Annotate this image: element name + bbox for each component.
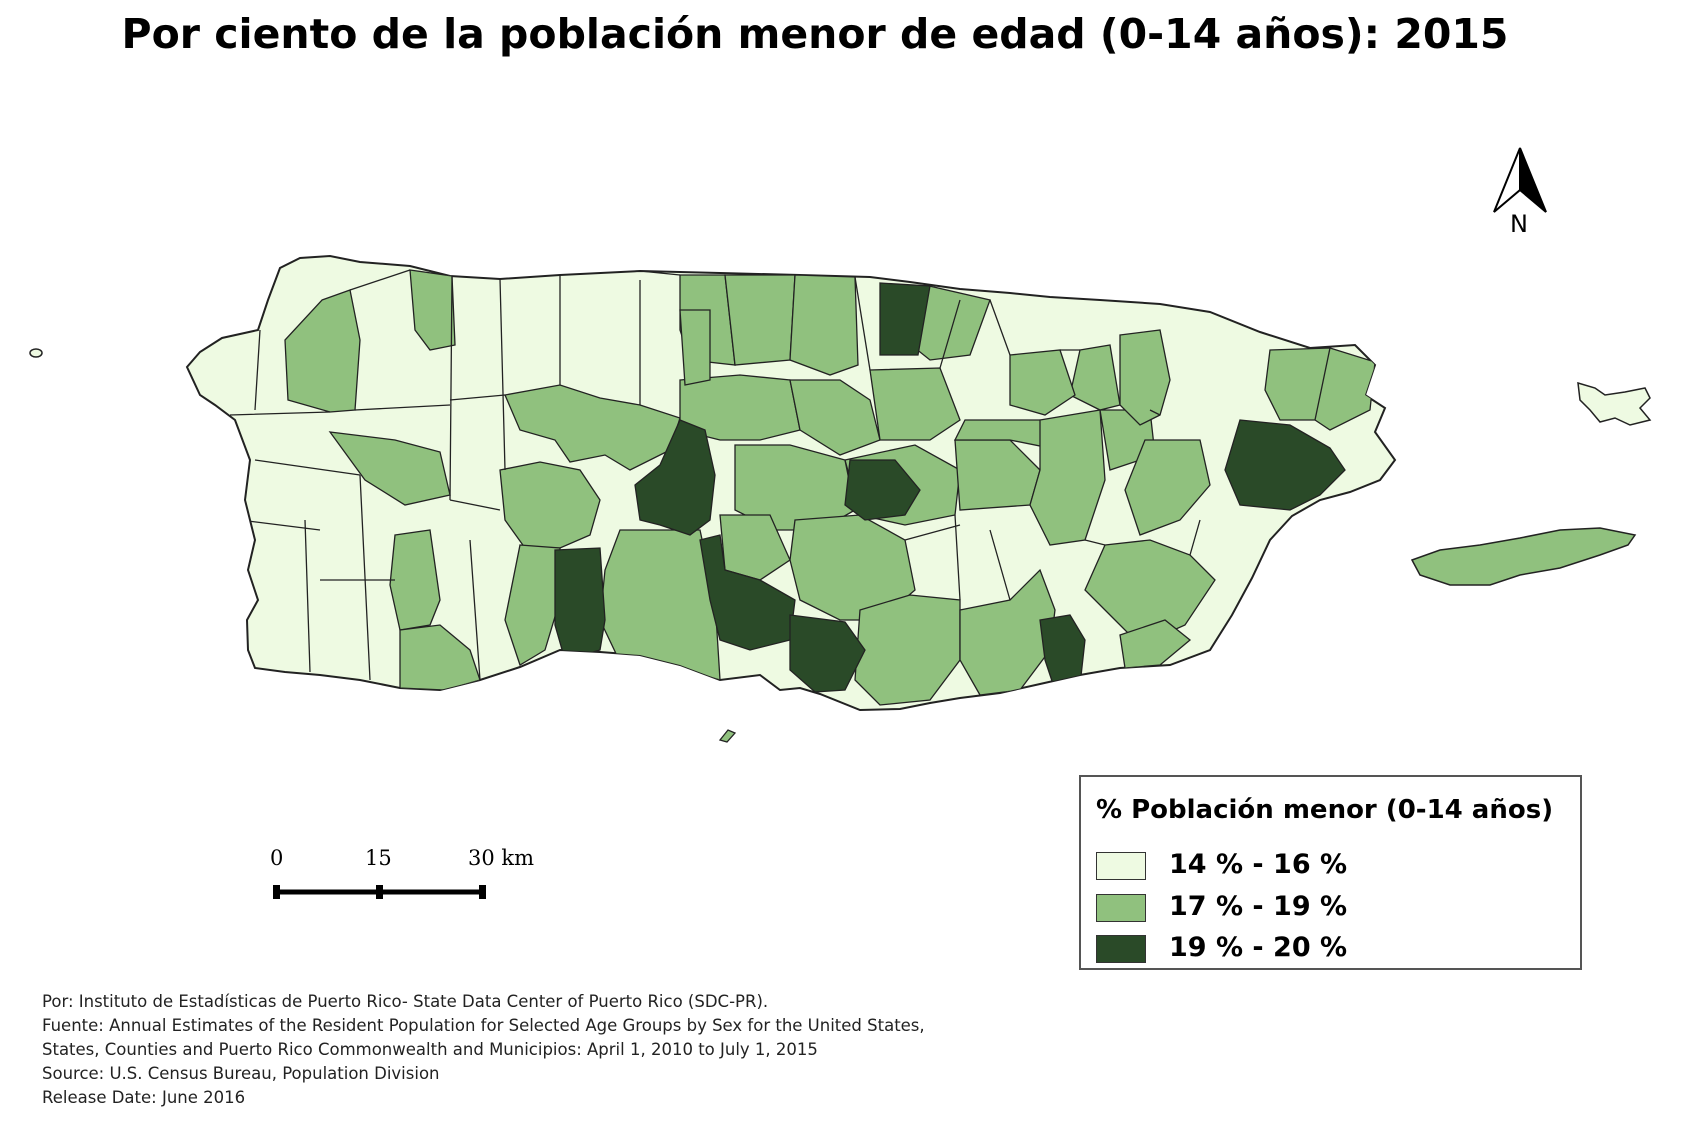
municipio-high-1 bbox=[879, 282, 931, 356]
credits-line: Fuente: Annual Estimates of the Resident… bbox=[42, 1016, 925, 1035]
credits-line: Release Date: June 2016 bbox=[42, 1088, 246, 1107]
scale-label-30: 30 km bbox=[468, 846, 535, 870]
legend-label: 17 % - 19 % bbox=[1169, 891, 1348, 922]
municipio-mid-17 bbox=[1029, 409, 1106, 546]
municipio-mid-22 bbox=[1084, 539, 1216, 646]
municipio-mid-12 bbox=[869, 367, 961, 441]
municipio-high-2 bbox=[634, 419, 716, 536]
map-title: Por ciento de la población menor de edad… bbox=[121, 10, 1509, 58]
legend-swatch bbox=[1096, 894, 1146, 922]
legend-swatch bbox=[1096, 852, 1146, 880]
isla-de-mona-coast bbox=[718, 729, 737, 743]
municipio-mid-2 bbox=[409, 269, 456, 351]
municipio-high-6 bbox=[789, 614, 866, 693]
municipio-mid-33 bbox=[504, 544, 561, 666]
credits-line: Por: Instituto de Estadísticas de Puerto… bbox=[42, 992, 769, 1011]
municipio-mid-1 bbox=[284, 289, 361, 413]
municipio-mid-7 bbox=[724, 274, 796, 366]
municipio-mid-21 bbox=[1124, 439, 1211, 536]
credits-line: Source: U.S. Census Bureau, Population D… bbox=[42, 1064, 440, 1083]
culebra-island bbox=[1577, 381, 1652, 426]
municipio-mid-16 bbox=[953, 419, 1062, 451]
municipio-mid-31 bbox=[389, 529, 441, 631]
municipio-mid-24 bbox=[1314, 347, 1376, 431]
municipio-high-3 bbox=[844, 459, 921, 521]
municipio-boundaries bbox=[229, 269, 1201, 681]
municipio-mid-30 bbox=[1119, 619, 1192, 669]
municipio-mid-4 bbox=[504, 384, 681, 471]
legend-swatch bbox=[1096, 935, 1146, 963]
scale-label-15: 15 bbox=[365, 846, 392, 870]
municipio-high-4 bbox=[554, 547, 606, 661]
legend-label: 14 % - 16 % bbox=[1169, 849, 1348, 880]
municipio-mid-8 bbox=[789, 274, 859, 376]
north-arrow-icon bbox=[1493, 147, 1547, 213]
credits: Por: Instituto de Estadísticas de Puerto… bbox=[42, 990, 925, 1110]
legend-title: % Población menor (0-14 años) bbox=[1096, 795, 1554, 825]
north-label: N bbox=[1510, 210, 1528, 238]
credits-line: States, Counties and Puerto Rico Commonw… bbox=[42, 1040, 818, 1059]
legend: % Población menor (0-14 años) 14 % - 16 … bbox=[1079, 775, 1582, 970]
municipio-mid-34 bbox=[1009, 349, 1076, 416]
municipio-high-8 bbox=[1224, 419, 1346, 511]
municipio-mid-5 bbox=[499, 461, 601, 549]
vieques-island bbox=[1410, 527, 1637, 586]
municipio-mid-35 bbox=[679, 309, 711, 386]
municipio-mid-28 bbox=[854, 594, 961, 706]
scale-label-0: 0 bbox=[270, 846, 284, 870]
desecheo-island bbox=[29, 348, 43, 358]
scale-bar bbox=[273, 885, 486, 899]
legend-label: 19 % - 20 % bbox=[1169, 932, 1348, 963]
